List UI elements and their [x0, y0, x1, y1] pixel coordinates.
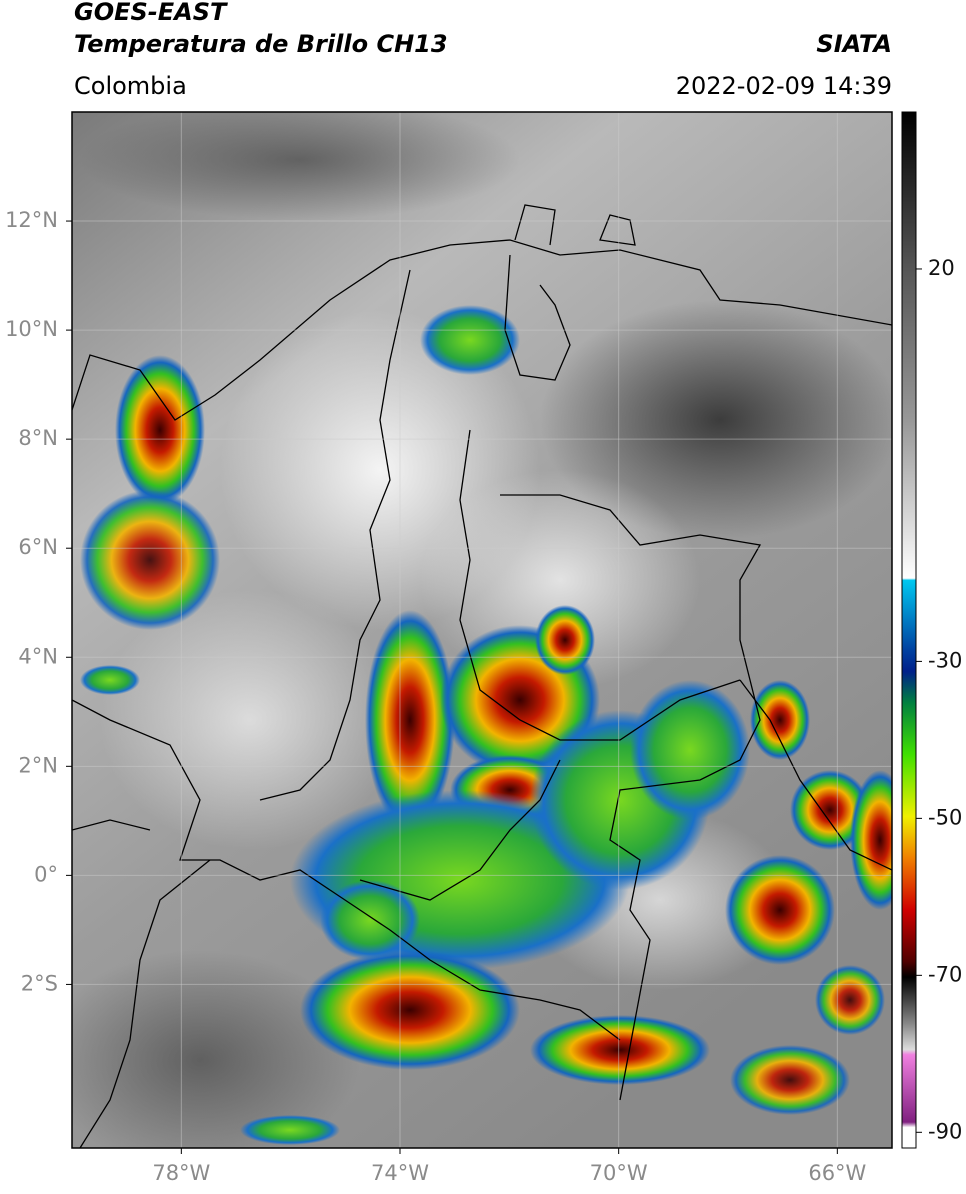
y-tick-label: 12°N	[5, 208, 58, 232]
x-tick-label: 78°W	[152, 1161, 210, 1185]
y-tick-label: 6°N	[18, 535, 58, 559]
map-frame	[71, 111, 893, 1149]
subtitle: Temperatura de Brillo CH13	[74, 30, 448, 58]
colorbar	[901, 111, 917, 1149]
y-tick-label: 0°	[34, 862, 58, 886]
x-tick-label: 66°W	[808, 1161, 866, 1185]
graticule	[72, 112, 892, 1148]
colorbar-tick-label: -30	[928, 648, 962, 672]
title: GOES-EAST	[74, 0, 228, 26]
x-tick-label: 74°W	[371, 1161, 429, 1185]
region: Colombia	[74, 72, 187, 100]
x-tick-label: 70°W	[590, 1161, 648, 1185]
y-tick-label: 10°N	[5, 317, 58, 341]
source: SIATA	[816, 30, 892, 58]
colorbar-tick-label: -70	[928, 962, 962, 986]
y-tick-label: 2°S	[21, 971, 58, 995]
colorbar-tick-label: -50	[928, 805, 962, 829]
y-tick-label: 4°N	[18, 644, 58, 668]
y-tick-label: 2°N	[18, 753, 58, 777]
colorbar-tick-label: 20	[928, 256, 955, 280]
colorbar-tick-label: -90	[928, 1119, 962, 1143]
timestamp: 2022-02-09 14:39	[676, 72, 892, 100]
y-tick-label: 8°N	[18, 426, 58, 450]
satellite-image	[72, 112, 892, 1148]
